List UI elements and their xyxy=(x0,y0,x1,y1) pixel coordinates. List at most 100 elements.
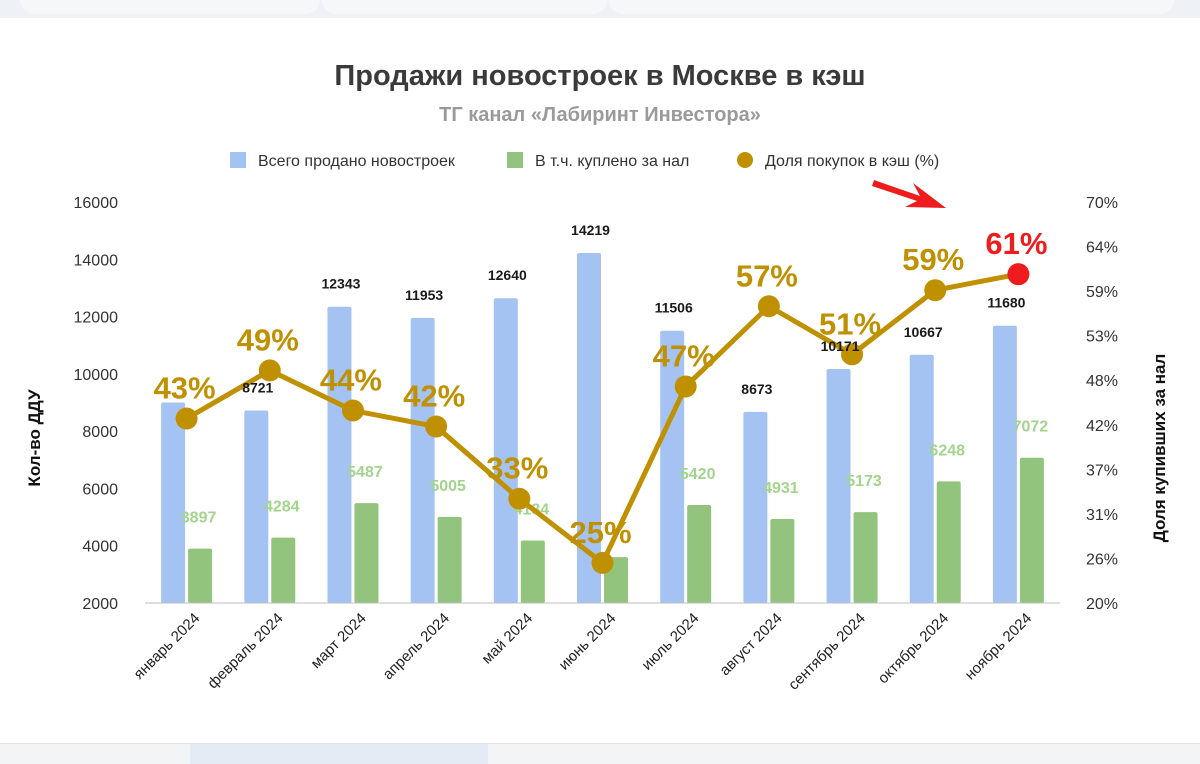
chart-subtitle: ТГ канал «Лабиринт Инвестора» xyxy=(439,104,761,126)
y2-tick-label: 53% xyxy=(1086,329,1118,346)
y2-tick-label: 59% xyxy=(1086,284,1118,301)
x-tick-label: ноябрь 2024 xyxy=(962,610,1036,684)
share-label: 59% xyxy=(902,242,964,277)
share-point xyxy=(508,487,531,510)
bar-cash-label: 5005 xyxy=(430,478,466,495)
y-tick-label: 10000 xyxy=(74,367,119,384)
y-tick-label: 12000 xyxy=(74,310,119,327)
bar-cash xyxy=(354,503,379,603)
y2-tick-label: 37% xyxy=(1086,462,1118,479)
share-point xyxy=(425,415,448,438)
bar-total xyxy=(992,325,1017,603)
bar-cash xyxy=(188,548,213,603)
bar-total xyxy=(743,411,768,603)
y2-tick-label: 64% xyxy=(1086,240,1118,257)
share-point xyxy=(841,343,864,366)
bar-total-label: 12640 xyxy=(488,267,527,283)
bar-cash-label: 4284 xyxy=(264,499,300,516)
bar-cash xyxy=(271,537,296,603)
share-label: 33% xyxy=(486,451,548,486)
bar-cash xyxy=(437,516,462,603)
x-tick-label: август 2024 xyxy=(716,610,785,679)
bar-total-label: 11506 xyxy=(655,300,693,316)
share-label: 61% xyxy=(985,226,1047,261)
bar-cash-label: 5487 xyxy=(347,464,383,481)
bar-cash xyxy=(1019,457,1044,603)
bar-cash xyxy=(687,505,712,603)
y-axis-title: Кол-во ДДУ xyxy=(25,389,44,487)
legend-swatch xyxy=(737,152,753,168)
legend-label: Всего продано новостроек xyxy=(258,153,456,170)
legend-label: Доля покупок в кэш (%) xyxy=(765,153,939,170)
share-label: 25% xyxy=(569,515,631,550)
share-point xyxy=(591,551,614,574)
bar-cash xyxy=(770,519,795,603)
share-label: 47% xyxy=(653,338,715,373)
y-tick-label: 6000 xyxy=(82,481,118,498)
y2-tick-label: 20% xyxy=(1086,596,1118,613)
y2-tick-label: 31% xyxy=(1086,507,1118,524)
x-tick-label: апрель 2024 xyxy=(380,610,453,683)
x-tick-label: февраль 2024 xyxy=(204,610,286,692)
y-tick-label: 2000 xyxy=(82,596,118,613)
y2-tick-label: 42% xyxy=(1086,418,1118,435)
x-tick-label: октябрь 2024 xyxy=(875,610,952,687)
share-point xyxy=(924,279,947,302)
bottom-window-strip xyxy=(0,743,1200,764)
y2-axis-title: Доля купивших за нал xyxy=(1150,354,1169,543)
x-tick-label: июнь 2024 xyxy=(556,610,620,674)
top-strip-segment xyxy=(20,0,320,14)
legend-swatch xyxy=(230,152,246,168)
x-tick-label: январь 2024 xyxy=(130,610,203,683)
x-tick-label: май 2024 xyxy=(478,610,536,668)
bar-total xyxy=(410,317,435,603)
bar-total xyxy=(327,306,352,603)
bar-cash-label: 4931 xyxy=(763,480,799,497)
chart-title: Продажи новостроек в Москве в кэш xyxy=(334,60,866,92)
bar-total xyxy=(577,253,601,603)
bar-total-label: 11953 xyxy=(405,287,443,303)
bar-total-label: 14219 xyxy=(571,222,610,238)
y-tick-label: 4000 xyxy=(82,539,118,556)
bar-total-label: 8673 xyxy=(741,381,772,397)
top-strip-segment xyxy=(609,0,1174,14)
bar-total xyxy=(244,410,269,603)
x-tick-label: март 2024 xyxy=(308,610,370,672)
bar-total-label: 10171 xyxy=(821,338,860,354)
bar-cash-label: 5420 xyxy=(680,466,716,483)
y-tick-label: 16000 xyxy=(74,195,119,212)
share-point xyxy=(757,295,780,318)
y2-tick-label: 48% xyxy=(1086,373,1118,390)
bar-total xyxy=(493,298,518,603)
x-tick-label: сентябрь 2024 xyxy=(785,610,869,694)
share-point xyxy=(341,399,364,422)
bar-cash-label: 5173 xyxy=(846,473,882,490)
bottom-strip-tab xyxy=(190,744,488,764)
legend-swatch xyxy=(507,152,523,168)
bar-cash xyxy=(853,512,878,603)
bar-total-label: 11680 xyxy=(987,295,1025,311)
bar-total xyxy=(161,402,186,603)
bar-cash-label: 3897 xyxy=(181,510,217,527)
bar-total-label: 12343 xyxy=(321,276,360,292)
bar-total xyxy=(826,368,851,603)
top-strip-segment xyxy=(322,0,607,14)
share-label: 57% xyxy=(736,258,798,293)
x-tick-label: июль 2024 xyxy=(639,610,703,674)
annotation-arrow xyxy=(872,180,946,208)
share-label: 51% xyxy=(819,306,881,341)
share-label: 49% xyxy=(237,322,299,357)
bar-total-label: 8721 xyxy=(242,379,273,395)
top-window-strip xyxy=(0,0,1200,18)
y2-tick-label: 70% xyxy=(1086,195,1118,212)
share-label: 44% xyxy=(320,363,382,398)
bar-cash xyxy=(520,540,545,603)
y2-tick-label: 26% xyxy=(1086,551,1118,568)
share-point xyxy=(674,375,697,398)
legend-label: В т.ч. куплено за нал xyxy=(535,153,689,170)
bar-cash-label: 6248 xyxy=(929,442,965,459)
share-point xyxy=(1007,263,1030,286)
y-tick-label: 14000 xyxy=(74,252,119,269)
y-tick-label: 8000 xyxy=(82,424,118,441)
